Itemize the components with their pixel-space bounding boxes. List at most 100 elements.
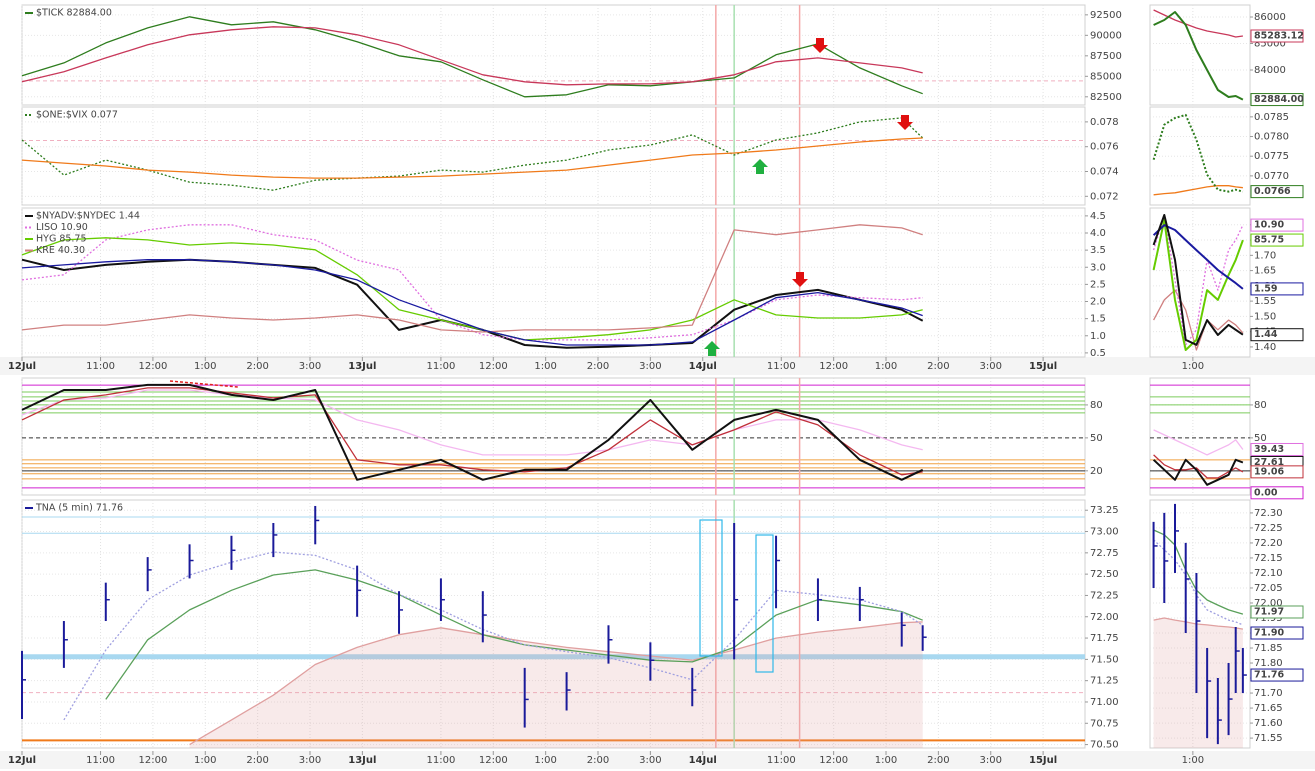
x-tick-label: 3:00	[639, 361, 661, 372]
x-tick-label: 14Jul	[689, 755, 717, 766]
x-tick-label: 2:00	[927, 361, 949, 372]
y-tick-label: 71.60	[1254, 718, 1283, 729]
series-line	[1152, 458, 1244, 486]
y-tick-label: 1.0	[1090, 331, 1106, 342]
series-line	[1153, 617, 1244, 630]
series-line	[1153, 529, 1244, 615]
value-tag	[1250, 486, 1304, 500]
y-tick-label: 70.50	[1090, 740, 1119, 751]
y-tick-label: 72.20	[1254, 538, 1283, 549]
x-tick-label: 1:00	[194, 361, 216, 372]
x-tick-label: 15Jul	[1029, 755, 1057, 766]
y-tick-label: 85000	[1090, 71, 1122, 82]
value-tag-label: 71.90	[1254, 628, 1284, 639]
value-tag-label: 39.43	[1254, 444, 1284, 455]
series-line	[21, 389, 923, 456]
y-tick-label: 4.5	[1090, 211, 1106, 222]
x-tick-label: 15Jul	[1029, 361, 1057, 372]
series-line	[1152, 224, 1244, 290]
legend-label: $NYADV:$NYDEC 1.44	[36, 211, 140, 222]
x-tick-label: 11:00	[86, 361, 115, 372]
x-tick-label: 2:00	[587, 755, 609, 766]
x-tick-label: 13Jul	[348, 755, 376, 766]
sell-arrow	[792, 272, 808, 287]
highlight-box	[699, 519, 723, 657]
y-tick-label: 86000	[1254, 12, 1286, 23]
x-tick-label: 3:00	[980, 755, 1002, 766]
x-tick-label: 13Jul	[348, 361, 376, 372]
y-tick-label: 72.25	[1090, 590, 1119, 601]
value-tag-label: 19.06	[1254, 466, 1284, 477]
series-line	[21, 383, 924, 481]
x-tick-label: 12:00	[479, 755, 508, 766]
sell-arrow	[812, 38, 828, 53]
value-tag	[1250, 605, 1304, 619]
value-tag-label: 71.76	[1254, 670, 1284, 681]
y-tick-label: 80	[1254, 400, 1267, 411]
value-tag-label: 71.97	[1254, 606, 1284, 617]
buy-arrow	[704, 341, 720, 356]
sell-arrow	[897, 115, 913, 130]
y-tick-label: 72.05	[1254, 583, 1283, 594]
y-tick-label: 72.00	[1254, 598, 1283, 609]
value-tag	[1250, 668, 1304, 682]
y-tick-label: 72.00	[1090, 612, 1119, 623]
y-tick-label: 0.074	[1090, 167, 1119, 178]
x-tick-label: 2:00	[587, 361, 609, 372]
y-tick-label: 1.65	[1254, 266, 1276, 277]
value-tag-label: 85283.12	[1254, 30, 1304, 41]
x-tick-label: 12:00	[138, 361, 167, 372]
value-tag	[1250, 442, 1304, 456]
series-line	[21, 259, 923, 346]
value-tag	[1250, 626, 1304, 640]
x-tick-label: 12:00	[819, 361, 848, 372]
value-tag-label: 27.61	[1254, 457, 1284, 468]
y-tick-label: 71.65	[1254, 703, 1283, 714]
x-tick-label: 1:00	[875, 361, 897, 372]
panel-frame	[1149, 499, 1251, 749]
y-tick-label: 2.5	[1090, 279, 1106, 290]
y-tick-label: 90000	[1090, 30, 1122, 41]
series-line	[21, 16, 923, 98]
y-tick-label: 71.95	[1254, 613, 1283, 624]
x-tick-label: 1:00	[194, 755, 216, 766]
x-tick-label: 12:00	[819, 755, 848, 766]
y-tick-label: 72.10	[1254, 568, 1283, 579]
x-tick-label: 11:00	[427, 361, 456, 372]
legend-label: TNA (5 min) 71.76	[35, 503, 123, 514]
legend-label: $ONE:$VIX 0.077	[36, 110, 118, 121]
x-tick-label: 2:00	[246, 361, 268, 372]
y-tick-label: 71.80	[1254, 658, 1283, 669]
y-tick-label: 71.75	[1090, 633, 1119, 644]
x-tick-label: 11:00	[86, 755, 115, 766]
y-tick-label: 1.5	[1090, 314, 1106, 325]
value-tag-label: 0.0766	[1254, 186, 1291, 197]
x-tick-label: 1:00	[875, 755, 897, 766]
value-tag	[1250, 328, 1304, 342]
value-tag	[1250, 218, 1304, 232]
value-tag-label: 85.75	[1254, 235, 1284, 246]
x-tick-label: 1:00	[1182, 361, 1204, 372]
x-tick-label: 2:00	[927, 755, 949, 766]
x-tick-label: 12Jul	[8, 755, 36, 766]
y-tick-label: 72.25	[1254, 523, 1283, 534]
area	[189, 621, 923, 748]
x-tick-label: 3:00	[299, 755, 321, 766]
y-tick-label: 71.55	[1254, 733, 1283, 744]
x-tick-label: 3:00	[299, 361, 321, 372]
value-tag	[1250, 233, 1304, 247]
y-tick-label: 50	[1254, 433, 1267, 444]
y-tick-label: 71.85	[1254, 643, 1283, 654]
x-tick-label: 3:00	[639, 755, 661, 766]
series-line	[21, 137, 923, 179]
y-tick-label: 80	[1090, 400, 1103, 411]
y-tick-label: 1.50	[1254, 311, 1276, 322]
legend-label: LISO 10.90	[36, 222, 88, 233]
y-tick-label: 1.55	[1254, 296, 1276, 307]
y-tick-label: 0.0785	[1254, 112, 1289, 123]
panel-frame	[21, 4, 1086, 106]
y-tick-label: 20	[1090, 466, 1103, 477]
value-tag-label: 1.44	[1254, 329, 1278, 340]
